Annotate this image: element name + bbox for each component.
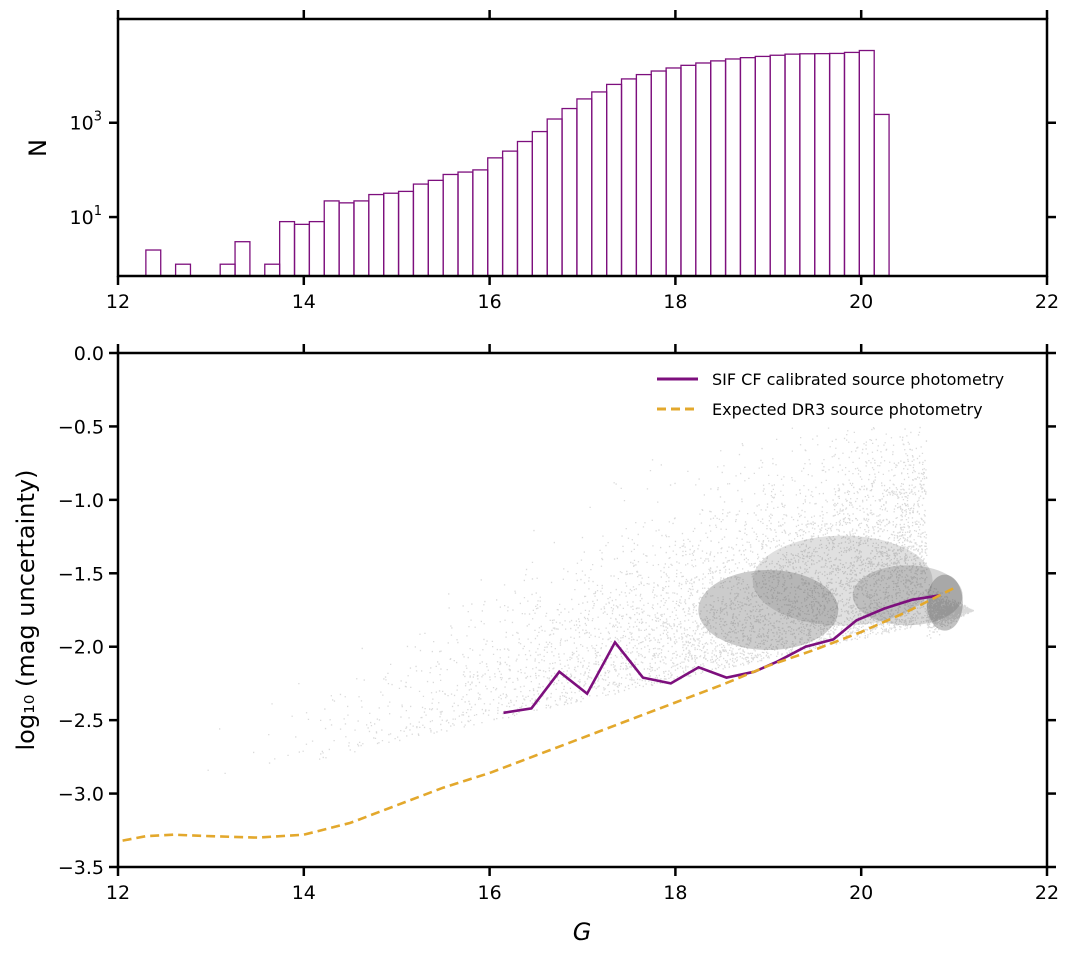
histogram-bar xyxy=(308,220,325,277)
histogram-bar xyxy=(680,64,697,277)
histogram-bar xyxy=(174,263,192,277)
histogram-bar xyxy=(769,54,786,277)
histogram-bar xyxy=(739,57,756,277)
histogram-bar xyxy=(591,91,608,277)
histogram-x-tick-label: 22 xyxy=(1035,291,1059,313)
histogram-bar xyxy=(650,70,667,277)
histogram-bar xyxy=(858,49,875,277)
scatter-dense-core xyxy=(752,535,933,626)
uncertainty-y-tick-label: −1.0 xyxy=(58,490,104,512)
histogram-bar xyxy=(635,73,652,277)
histogram-bar xyxy=(546,118,563,277)
histogram-bar xyxy=(710,60,727,277)
uncertainty-x-ticks: 12 14 16 18 20 22 xyxy=(106,344,1059,904)
histogram-y-tick-label: 101 xyxy=(70,204,102,229)
histogram-bar xyxy=(427,179,444,277)
histogram-x-tick-label: 12 xyxy=(106,291,130,313)
uncertainty-x-tick-label: 22 xyxy=(1035,882,1059,904)
uncertainty-x-tick-label: 20 xyxy=(849,882,873,904)
histogram-bar xyxy=(576,98,593,277)
uncertainty-x-tick-label: 12 xyxy=(106,882,130,904)
uncertainty-x-tick-label: 14 xyxy=(292,882,316,904)
histogram-y-tick-label: 103 xyxy=(70,110,102,135)
histogram-bar xyxy=(368,193,385,277)
scatter-dense-core xyxy=(926,574,963,631)
histogram-x-tick-label: 14 xyxy=(292,291,316,313)
legend-label-sif: SIF CF calibrated source photometry xyxy=(712,370,1004,389)
histogram-bar xyxy=(516,140,533,277)
histogram-frame xyxy=(116,17,1049,278)
series-lines xyxy=(122,586,955,842)
histogram-bar xyxy=(724,58,742,277)
uncertainty-y-ticks: 0.0 −0.5 −1.0 −1.5 −2.0 −2.5 −3.0 −3.5 xyxy=(58,343,1056,879)
scatter-dense-core xyxy=(698,570,839,650)
histogram-y-axis-title: N xyxy=(24,139,52,157)
legend: SIF CF calibrated source photometry Expe… xyxy=(657,370,1004,419)
uncertainty-y-tick-label: −2.5 xyxy=(58,710,104,732)
histogram-bar xyxy=(828,52,846,277)
uncertainty-y-tick-label: −3.0 xyxy=(58,784,104,806)
histogram-bar xyxy=(412,183,429,277)
histogram-bar xyxy=(784,53,801,277)
histogram-bar xyxy=(843,51,860,277)
uncertainty-y-tick-label: −0.5 xyxy=(58,416,104,438)
histogram-x-tick-label: 18 xyxy=(663,291,687,313)
uncertainty-frame xyxy=(116,351,1049,869)
histogram-bar xyxy=(338,202,355,277)
histogram-bar xyxy=(383,192,400,277)
histogram-bar xyxy=(501,150,519,277)
histogram-bar xyxy=(278,220,296,277)
histogram-bar xyxy=(219,263,236,277)
histogram-bar xyxy=(293,223,311,277)
uncertainty-y-tick-label: 0.0 xyxy=(74,343,104,365)
histogram-y-ticks: 103 101 xyxy=(70,110,1056,229)
histogram-bar xyxy=(799,53,816,277)
histogram-bar xyxy=(695,62,712,277)
uncertainty-x-axis-title: G xyxy=(573,918,592,946)
histogram-panel: 12 14 16 18 20 22 103 101 N xyxy=(24,10,1059,313)
histogram-bar xyxy=(754,55,771,277)
histogram-bar xyxy=(442,173,459,277)
histogram-bar xyxy=(234,241,251,277)
histogram-x-ticks: 12 14 16 18 20 22 xyxy=(106,10,1059,313)
histogram-bar xyxy=(264,263,281,277)
histogram-bar xyxy=(397,190,415,277)
histogram-bar xyxy=(353,200,370,277)
uncertainty-x-tick-label: 16 xyxy=(478,882,502,904)
histogram-bar xyxy=(457,171,474,277)
histogram-bar xyxy=(620,78,638,277)
histogram-plot-area xyxy=(145,49,890,277)
expected-dr3-line xyxy=(122,586,955,842)
histogram-bar xyxy=(487,157,504,277)
histogram-bar xyxy=(145,249,162,277)
histogram-bar xyxy=(665,67,682,277)
scatter-cloud xyxy=(207,426,974,774)
sif-calibrated-line xyxy=(503,594,941,715)
legend-label-expected: Expected DR3 source photometry xyxy=(712,400,983,419)
histogram-bar xyxy=(606,83,623,277)
histogram-bar xyxy=(472,169,489,277)
histogram-bar xyxy=(873,113,890,277)
histogram-bar xyxy=(531,130,548,277)
histogram-bar xyxy=(323,200,340,277)
uncertainty-y-axis-title: log₁₀ (mag uncertainty) xyxy=(12,470,40,751)
histogram-x-tick-label: 20 xyxy=(849,291,873,313)
histogram-x-tick-label: 16 xyxy=(478,291,502,313)
uncertainty-x-tick-label: 18 xyxy=(663,882,687,904)
uncertainty-panel: 12 14 16 18 20 22 0.0 −0.5 −1.0 −1.5 −2.0 −2.5 −3.0… xyxy=(12,343,1059,946)
uncertainty-y-tick-label: −1.5 xyxy=(58,563,104,585)
uncertainty-y-tick-label: −2.0 xyxy=(58,637,104,659)
uncertainty-y-tick-label: −3.5 xyxy=(58,857,104,879)
histogram-bar xyxy=(814,52,831,277)
histogram-bar xyxy=(561,107,578,277)
